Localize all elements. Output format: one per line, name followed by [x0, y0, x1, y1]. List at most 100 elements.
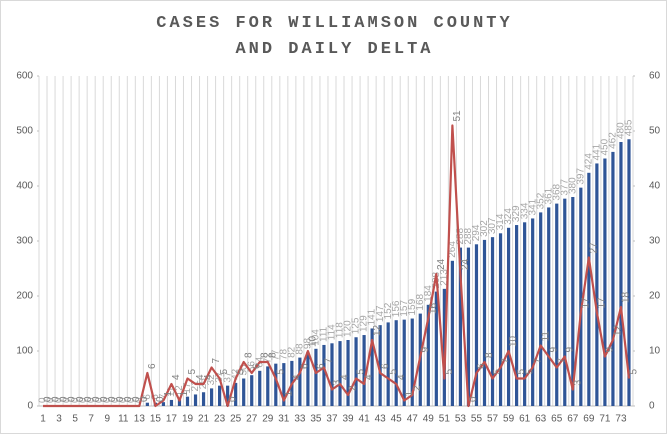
- delta-line: [43, 124, 631, 408]
- bar: [234, 382, 238, 406]
- bar: [161, 402, 166, 406]
- bar: [611, 151, 615, 406]
- line-label: 0: [59, 396, 70, 402]
- line-label: 0: [51, 396, 62, 402]
- x-tick-label: 67: [567, 414, 579, 425]
- line-label: 0: [91, 396, 102, 402]
- bar-label: 156: [391, 300, 402, 317]
- bar-label: 450: [600, 138, 611, 155]
- bar-label: 302: [479, 220, 490, 237]
- bar-label: 424: [583, 153, 594, 170]
- bar-label: 0: [54, 397, 65, 403]
- x-tick-label: 37: [326, 414, 338, 425]
- bar-label: 56: [246, 361, 257, 373]
- bar: [547, 207, 551, 406]
- x-tick-label: 63: [535, 414, 547, 425]
- line-label: 8: [259, 352, 270, 358]
- line-label: 5: [516, 369, 527, 375]
- bar-label: 88: [295, 343, 306, 355]
- bar: [434, 291, 438, 406]
- bar-label: 12: [174, 385, 185, 397]
- bar-label: 0: [86, 397, 97, 403]
- x-tick-label: 57: [487, 414, 499, 425]
- x-tick-label: 23: [214, 414, 226, 425]
- x-tick-label: 41: [359, 414, 371, 425]
- line-label: 4: [364, 374, 375, 380]
- line-label: 0: [155, 396, 166, 402]
- bar-label: 0: [134, 397, 145, 403]
- bar-label: 78: [278, 349, 289, 361]
- bar: [587, 172, 591, 406]
- bar-label: 152: [383, 302, 394, 319]
- x-tick-label: 15: [150, 414, 162, 425]
- bar: [595, 163, 599, 406]
- x-tick-label: 51: [439, 414, 451, 425]
- bar-label: 485: [624, 119, 635, 136]
- bar-label: 0: [70, 397, 81, 403]
- bar: [386, 322, 390, 406]
- bar: [571, 197, 575, 406]
- line-label: 7: [500, 358, 511, 364]
- y2-tick-label: 0: [649, 401, 655, 412]
- bar-label: 380: [567, 177, 578, 194]
- x-tick-label: 19: [182, 414, 194, 425]
- line-label: 7: [532, 358, 543, 364]
- bar: [458, 247, 463, 406]
- bar-label: 377: [559, 179, 570, 196]
- line-label: 24: [436, 258, 447, 270]
- bar-label: 42: [230, 368, 241, 380]
- x-tick-label: 61: [519, 414, 531, 425]
- bar: [330, 343, 334, 406]
- bar: [394, 320, 398, 406]
- bar: [579, 187, 583, 406]
- line-label: 0: [468, 396, 479, 402]
- line-label: 9: [564, 347, 575, 353]
- line-label: 0: [115, 396, 126, 402]
- line-label: 0: [99, 396, 110, 402]
- x-tick-label: 25: [230, 414, 242, 425]
- bar-label: 294: [471, 224, 482, 241]
- x-tick-label: 1: [40, 414, 46, 425]
- bar: [226, 385, 230, 406]
- line-label: 24: [460, 258, 471, 270]
- y-tick-label: 500: [16, 126, 33, 137]
- line-label: 0: [67, 396, 78, 402]
- bar: [338, 341, 342, 406]
- y2-tick-label: 40: [649, 181, 661, 192]
- bar: [515, 225, 519, 406]
- bar: [474, 244, 479, 406]
- line-label: 5: [524, 369, 535, 375]
- y2-tick-label: 30: [649, 236, 661, 247]
- bar-label: 6: [142, 394, 153, 400]
- line-label: 7: [324, 358, 335, 364]
- line-label: 6: [316, 363, 327, 369]
- bar-label: 184: [423, 285, 434, 302]
- bar: [185, 396, 190, 406]
- chart-title: CASES FOR WILLIAMSON COUNTY AND DAILY DE…: [156, 14, 513, 59]
- bar: [322, 344, 326, 406]
- bar: [282, 363, 286, 406]
- y2-tick-label: 50: [649, 126, 661, 137]
- bar-label: 0: [38, 397, 49, 403]
- bar: [242, 378, 246, 406]
- bar: [490, 237, 495, 406]
- bar-label: 125: [351, 317, 362, 334]
- bar-label: 147: [375, 305, 386, 322]
- bar-label: 324: [503, 208, 514, 225]
- line-label: 16: [428, 302, 439, 314]
- line-label: 4: [171, 374, 182, 380]
- line-label: 8: [267, 352, 278, 358]
- bar: [370, 328, 374, 406]
- bar: [258, 370, 262, 406]
- y-tick-label: 200: [16, 291, 33, 302]
- bar: [362, 335, 366, 406]
- line-label: 5: [356, 369, 367, 375]
- bar-label: 352: [535, 192, 546, 209]
- bar-label: 334: [519, 202, 530, 219]
- x-tick-label: 35: [310, 414, 322, 425]
- line-label: 17: [597, 297, 608, 309]
- bar-label: 462: [608, 132, 619, 149]
- bar-label: 111: [319, 326, 330, 342]
- bar-label: 397: [575, 168, 586, 185]
